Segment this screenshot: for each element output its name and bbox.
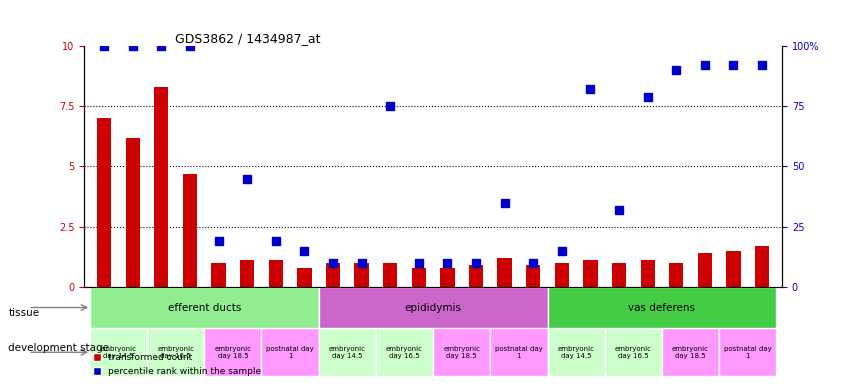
- Bar: [441, 268, 455, 287]
- Point: [441, 260, 454, 266]
- Text: embryonic
day 14.5: embryonic day 14.5: [558, 346, 595, 359]
- Bar: [469, 265, 484, 287]
- Point: [241, 175, 254, 182]
- Bar: [669, 263, 684, 287]
- Point: [755, 62, 769, 68]
- Bar: [498, 258, 512, 287]
- Point: [584, 86, 597, 93]
- Text: embryonic
day 14.5: embryonic day 14.5: [100, 346, 137, 359]
- Point: [355, 260, 368, 266]
- Bar: [97, 118, 111, 287]
- Bar: [383, 263, 397, 287]
- FancyBboxPatch shape: [204, 328, 262, 376]
- Point: [155, 43, 168, 49]
- Bar: [297, 268, 311, 287]
- Point: [526, 260, 540, 266]
- Point: [727, 62, 740, 68]
- Point: [269, 238, 283, 244]
- Text: embryonic
day 18.5: embryonic day 18.5: [672, 346, 709, 359]
- Point: [698, 62, 711, 68]
- FancyBboxPatch shape: [319, 328, 376, 376]
- Text: embryonic
day 16.5: embryonic day 16.5: [615, 346, 652, 359]
- Legend: transformed count, percentile rank within the sample: transformed count, percentile rank withi…: [88, 350, 265, 379]
- Bar: [526, 265, 541, 287]
- Text: development stage: development stage: [8, 343, 109, 353]
- Bar: [698, 253, 712, 287]
- FancyBboxPatch shape: [547, 287, 776, 328]
- Text: embryonic
day 14.5: embryonic day 14.5: [329, 346, 366, 359]
- Text: GDS3862 / 1434987_at: GDS3862 / 1434987_at: [175, 32, 320, 45]
- Bar: [154, 87, 168, 287]
- FancyBboxPatch shape: [662, 328, 719, 376]
- Point: [612, 207, 626, 213]
- Point: [641, 94, 654, 100]
- Point: [326, 260, 340, 266]
- Point: [98, 43, 111, 49]
- Bar: [240, 260, 254, 287]
- Point: [126, 43, 140, 49]
- FancyBboxPatch shape: [719, 328, 776, 376]
- Text: embryonic
day 18.5: embryonic day 18.5: [443, 346, 480, 359]
- Bar: [584, 260, 598, 287]
- FancyBboxPatch shape: [605, 328, 662, 376]
- FancyBboxPatch shape: [147, 328, 204, 376]
- Text: postnatal day
1: postnatal day 1: [267, 346, 314, 359]
- Text: postnatal day
1: postnatal day 1: [495, 346, 542, 359]
- Bar: [411, 268, 426, 287]
- Bar: [268, 260, 283, 287]
- FancyBboxPatch shape: [262, 328, 319, 376]
- Text: embryonic
day 16.5: embryonic day 16.5: [157, 346, 194, 359]
- FancyBboxPatch shape: [376, 328, 433, 376]
- Point: [669, 67, 683, 73]
- Text: postnatal day
1: postnatal day 1: [724, 346, 772, 359]
- Point: [383, 103, 397, 109]
- FancyBboxPatch shape: [433, 328, 490, 376]
- Text: embryonic
day 18.5: embryonic day 18.5: [214, 346, 251, 359]
- Point: [298, 248, 311, 254]
- Bar: [125, 137, 140, 287]
- FancyBboxPatch shape: [490, 328, 547, 376]
- Text: efferent ducts: efferent ducts: [167, 303, 241, 313]
- Point: [498, 200, 511, 206]
- Text: embryonic
day 16.5: embryonic day 16.5: [386, 346, 423, 359]
- Bar: [555, 263, 569, 287]
- FancyBboxPatch shape: [547, 328, 605, 376]
- Bar: [612, 263, 627, 287]
- FancyBboxPatch shape: [90, 328, 147, 376]
- Text: vas deferens: vas deferens: [628, 303, 696, 313]
- Bar: [182, 174, 197, 287]
- Bar: [211, 263, 225, 287]
- Bar: [354, 263, 368, 287]
- Text: tissue: tissue: [8, 308, 40, 318]
- Bar: [641, 260, 655, 287]
- Bar: [727, 251, 741, 287]
- FancyBboxPatch shape: [90, 287, 319, 328]
- Point: [555, 248, 569, 254]
- Bar: [755, 246, 770, 287]
- Point: [469, 260, 483, 266]
- Point: [212, 238, 225, 244]
- Point: [183, 43, 197, 49]
- Text: epididymis: epididymis: [405, 303, 462, 313]
- Bar: [325, 263, 340, 287]
- FancyBboxPatch shape: [319, 287, 547, 328]
- Point: [412, 260, 426, 266]
